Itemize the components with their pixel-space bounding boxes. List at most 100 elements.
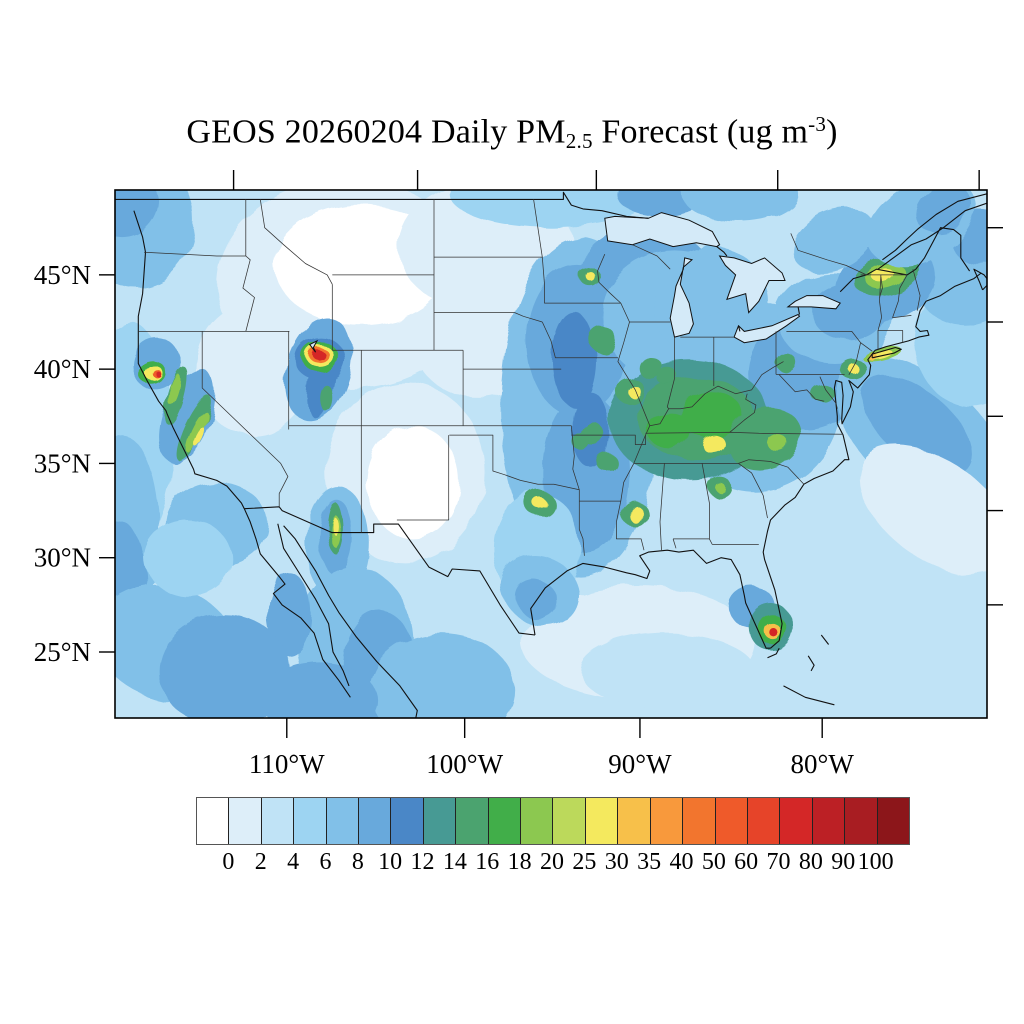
state-boundary: [912, 269, 921, 311]
field-region: [144, 520, 232, 596]
field-region: [793, 209, 876, 273]
colorbar-tick-label: 70: [766, 849, 791, 875]
lat-tick-label: 35°N: [34, 448, 91, 478]
colorbar: [196, 797, 910, 845]
colorbar-cell: [229, 798, 262, 844]
field-region: [596, 452, 617, 471]
colorbar-cell: [877, 798, 909, 844]
field-region: [267, 572, 312, 656]
colorbar-tick-label: 10: [378, 849, 403, 875]
field-region: [588, 325, 615, 353]
lon-tick-label: 110°W: [249, 749, 325, 779]
colorbar-tick-label: 40: [669, 849, 694, 875]
field-region: [657, 367, 678, 387]
colorbar-cell: [650, 798, 684, 844]
lake-outline: [308, 339, 319, 353]
colorbar-cell: [553, 798, 586, 844]
colorbar-tick-label: 12: [410, 849, 435, 875]
colorbar-tick-label: 60: [734, 849, 759, 875]
state-boundary: [242, 255, 255, 332]
colorbar-tick-label: 80: [798, 849, 823, 875]
field-region: [769, 628, 778, 637]
field-region: [769, 436, 790, 454]
field-region: [158, 614, 290, 718]
lon-tick-label: 90°W: [608, 749, 672, 779]
coastline: [807, 655, 815, 672]
colorbar-tick-label: 35: [637, 849, 662, 875]
colorbar-cell: [780, 798, 813, 844]
field-region: [532, 497, 546, 509]
field-region: [678, 391, 743, 438]
coastline: [283, 525, 418, 718]
state-boundary: [616, 434, 646, 551]
field-region: [727, 407, 802, 471]
lake-outline: [604, 212, 721, 248]
colorbar-tick-label: 50: [701, 849, 726, 875]
field-region: [811, 384, 835, 404]
coastline: [820, 634, 830, 645]
coastline-borders: [115, 191, 987, 718]
state-boundary: [672, 538, 677, 549]
coastline: [530, 549, 771, 649]
state-boundary: [701, 463, 713, 545]
colorbar-tick-label: 8: [351, 849, 364, 875]
lake-outline: [733, 313, 801, 344]
coastline: [877, 202, 987, 270]
state-boundary: [396, 435, 450, 521]
colorbar-cell: [521, 798, 554, 844]
coastline: [870, 272, 982, 357]
state-boundaries: [138, 199, 921, 556]
field-region: [115, 190, 159, 238]
colorbar-cell: [618, 798, 651, 844]
title-subscript: 2.5: [565, 128, 593, 153]
pm25-contour-field: [115, 190, 987, 718]
state-boundary: [649, 361, 784, 427]
field-region: [515, 579, 558, 619]
colorbar-cell: [845, 798, 878, 844]
colorbar-tick-label: 20: [540, 849, 564, 875]
state-boundary: [645, 431, 844, 435]
state-boundary: [877, 274, 882, 351]
coastline: [277, 523, 350, 687]
colorbar-cell: [683, 798, 716, 844]
coastline: [115, 191, 649, 219]
coastline: [839, 227, 971, 293]
colorbar-cell: [294, 798, 327, 844]
coastline: [243, 508, 351, 698]
field-region: [319, 384, 333, 411]
lake-outline: [786, 295, 841, 310]
title-prefix: GEOS 20260204 Daily PM: [186, 113, 566, 151]
field-region: [586, 272, 596, 282]
state-boundary: [632, 244, 671, 270]
coastline: [767, 647, 780, 659]
field-region: [714, 482, 725, 492]
state-boundary: [434, 312, 543, 323]
colorbar-tick-label: 90: [831, 849, 856, 875]
lat-tick-label: 40°N: [34, 354, 91, 384]
colorbar-cell: [747, 798, 781, 844]
colorbar-cell: [423, 798, 457, 844]
state-boundary: [860, 342, 873, 352]
colorbar-tick-label: 25: [572, 849, 597, 875]
field-region: [630, 504, 642, 524]
state-boundary: [878, 330, 904, 343]
colorbar-cell: [391, 798, 424, 844]
coastline: [973, 268, 987, 291]
colorbar-tick-label: 14: [442, 849, 467, 875]
lat-tick-label: 45°N: [34, 260, 91, 290]
state-boundary: [144, 251, 246, 257]
field-region: [616, 190, 704, 217]
field-region: [155, 371, 162, 378]
lon-tick-label: 80°W: [791, 749, 855, 779]
state-boundary: [597, 253, 622, 304]
field-region: [774, 352, 796, 372]
field-region: [260, 661, 377, 718]
coastline: [244, 506, 536, 636]
map-frame: [114, 189, 988, 719]
field-region: [681, 190, 799, 223]
state-boundary: [541, 321, 618, 359]
field-region: [330, 516, 337, 534]
field-region: [638, 355, 662, 379]
colorbar-cell: [359, 798, 392, 844]
